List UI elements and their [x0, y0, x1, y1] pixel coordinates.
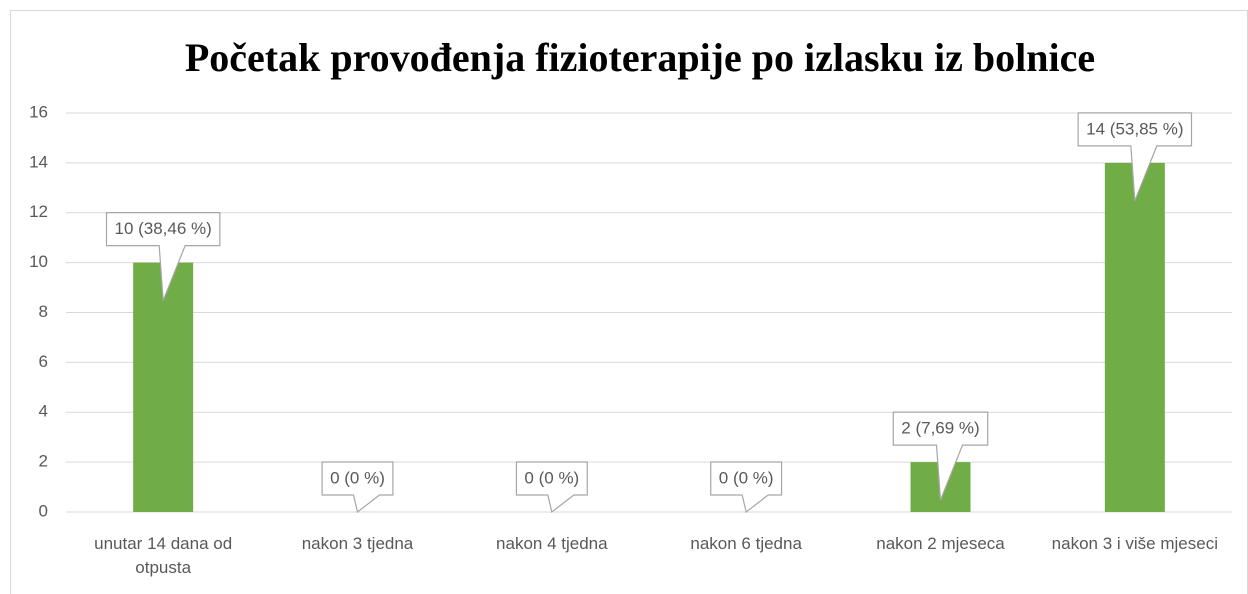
- x-tick-label: nakon 2 mjeseca: [876, 534, 1005, 553]
- y-tick-label: 12: [29, 202, 48, 221]
- y-tick-label: 4: [39, 402, 48, 421]
- chart-title: Početak provođenja fizioterapije po izla…: [185, 35, 1095, 80]
- y-tick-label: 6: [39, 352, 48, 371]
- chart-border: [10, 10, 1248, 594]
- x-tick-label: unutar 14 dana od otpusta: [94, 534, 233, 577]
- data-label-callout: [321, 461, 394, 514]
- x-tick-label: nakon 3 i više mjeseci: [1051, 534, 1218, 553]
- y-tick-label: 8: [39, 302, 48, 321]
- data-label: 10 (38,46 %): [114, 219, 211, 238]
- bar: [1104, 162, 1165, 512]
- data-label: 0 (0 %): [330, 468, 385, 487]
- y-tick-label: 10: [29, 252, 48, 271]
- x-tick-label: nakon 6 tjedna: [690, 534, 802, 553]
- x-tick-label: nakon 4 tjedna: [496, 534, 608, 553]
- data-label: 0 (0 %): [524, 468, 579, 487]
- data-label-callout: [515, 461, 588, 514]
- y-tick-label: 16: [29, 102, 48, 121]
- data-label-callout: [710, 461, 783, 514]
- data-label-callout: [892, 411, 989, 501]
- data-label-callout: [1077, 112, 1193, 202]
- data-label: 14 (53,85 %): [1086, 119, 1183, 138]
- bar: [133, 262, 194, 512]
- data-label: 0 (0 %): [719, 468, 774, 487]
- y-tick-label: 2: [39, 452, 48, 471]
- data-label-callout: [105, 212, 221, 301]
- x-tick-label: nakon 3 tjedna: [301, 534, 414, 553]
- data-label: 2 (7,69 %): [901, 419, 979, 438]
- y-tick-label: 14: [29, 152, 48, 171]
- y-tick-label: 0: [39, 501, 48, 520]
